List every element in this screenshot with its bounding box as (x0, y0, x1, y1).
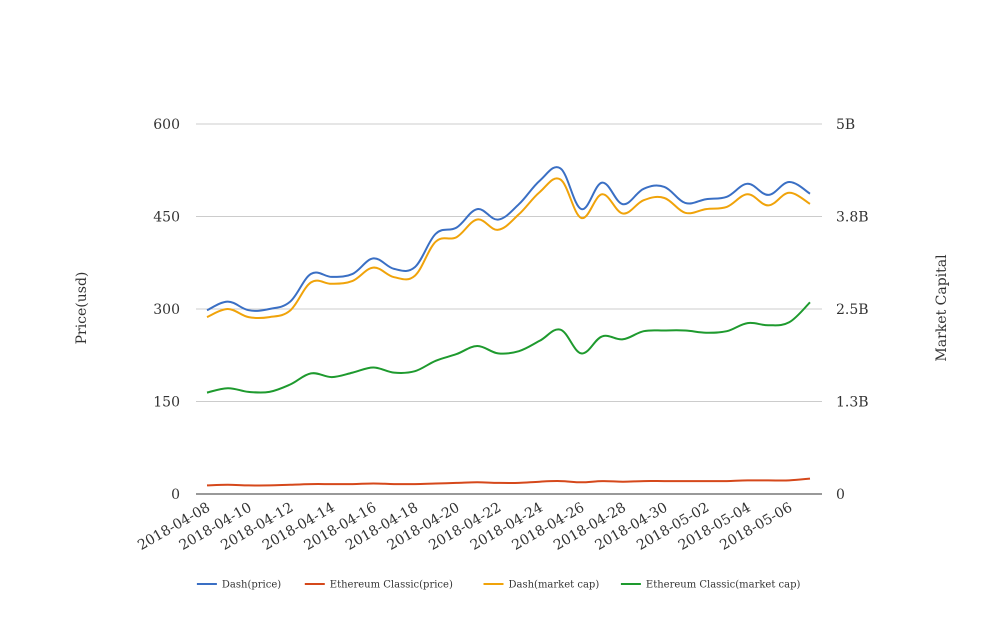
y-axis-label-right: Market Capital (934, 254, 950, 362)
y-tick-label-right: 2.5B (836, 302, 869, 318)
legend-item-dash-price[interactable]: Dash(price) (196, 580, 281, 591)
legend-item-dash-market-cap[interactable]: Dash(market cap) (483, 580, 600, 591)
series-line-dash-price (206, 166, 811, 312)
y-tick-label-left: 0 (171, 487, 180, 503)
y-tick-label-right: 1.3B (836, 395, 869, 411)
legend-label: Ethereum Classic(market cap) (646, 580, 801, 591)
y-axis-label-left: Price(usd) (74, 272, 90, 345)
legend-item-ethereum-classic-market-cap[interactable]: Ethereum Classic(market cap) (620, 580, 801, 591)
series-line-ethereum-classic-price (206, 477, 811, 487)
series-line-dash-market-cap (206, 177, 811, 320)
y-tick-label-right: 5B (836, 117, 855, 133)
legend-label: Dash(market cap) (509, 580, 600, 591)
legend[interactable]: Dash(price) Ethereum Classic(price) Dash(m… (196, 580, 801, 591)
y-tick-label-right: 0 (836, 487, 845, 503)
y-tick-label-right: 3.8B (836, 210, 869, 226)
y-tick-label-left: 600 (153, 117, 180, 133)
series-line-ethereum-classic-market-cap (206, 301, 811, 394)
legend-label: Dash(price) (222, 580, 281, 591)
y-tick-label-left: 450 (153, 210, 180, 226)
legend-label: Ethereum Classic(price) (330, 580, 453, 591)
series-lines (206, 166, 811, 487)
gridlines (196, 123, 822, 402)
y-tick-label-left: 300 (153, 302, 180, 318)
legend-item-ethereum-classic-price[interactable]: Ethereum Classic(price) (304, 580, 453, 591)
y-tick-label-left: 150 (153, 395, 180, 411)
